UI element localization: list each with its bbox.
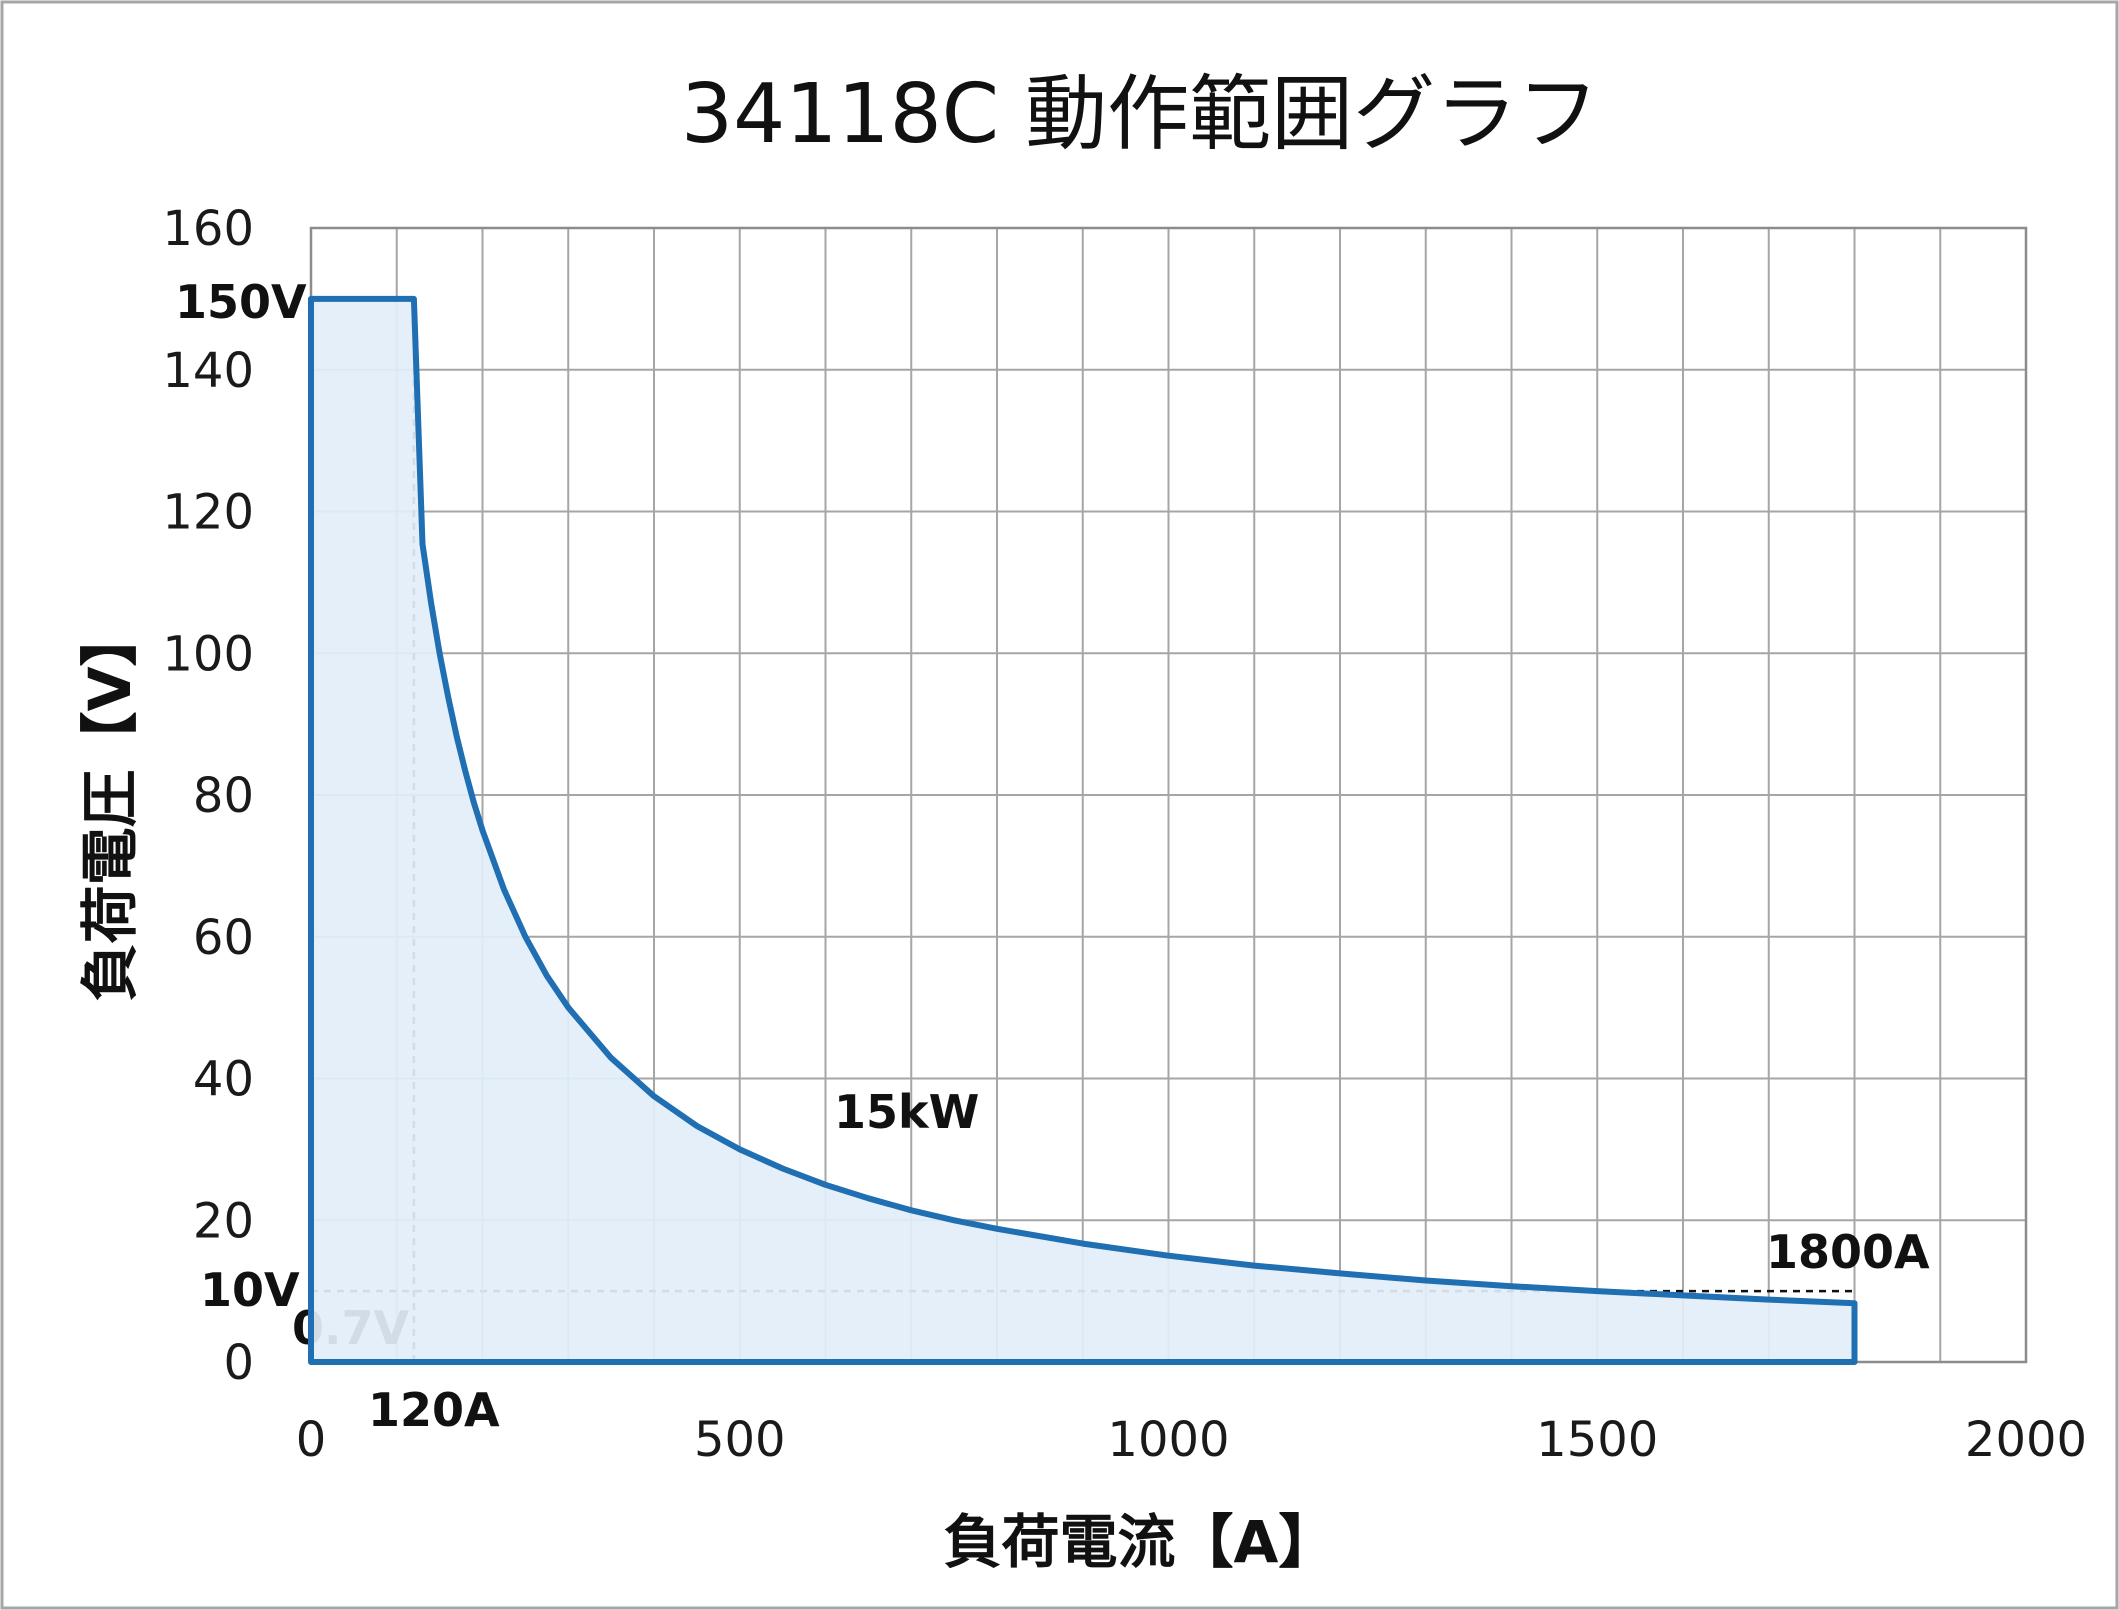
operating-area-fill [311,298,1855,1362]
x-axis-label: 負荷電流【A】 [944,1508,1337,1576]
annotation-120a: 120A [368,1383,500,1437]
y-tick-label: 20 [193,1193,254,1249]
x-tick-label: 0 [296,1412,327,1468]
y-tick-labels: 0 20 40 60 80 100 120 140 160 [162,201,254,1391]
y-tick-label: 40 [193,1052,254,1108]
series-layer [308,295,1858,1365]
chart-title: 34118C 動作範囲グラフ [681,67,1599,162]
annotation-1800a: 1800A [1766,1225,1930,1279]
y-tick-label: 80 [193,768,254,824]
y-tick-label: 0 [223,1335,254,1391]
x-tick-labels: 0 500 1000 1500 2000 [296,1412,2087,1468]
operating-area-boundary [308,295,1858,1365]
x-tick-label: 1500 [1536,1412,1658,1468]
annotation-10v: 10V [200,1263,300,1317]
y-tick-label: 100 [162,626,254,682]
y-tick-label: 140 [162,343,254,399]
x-tick-label: 500 [694,1412,786,1468]
y-tick-label: 60 [193,910,254,966]
x-tick-label: 2000 [1965,1412,2087,1468]
y-tick-label: 120 [162,485,254,541]
y-axis-label: 負荷電圧【V】 [76,609,144,1002]
x-tick-label: 1000 [1107,1412,1229,1468]
y-tick-label: 160 [162,201,254,257]
annotation-15kw: 15kW [834,1085,979,1139]
annotation-150v: 150V [175,275,307,329]
